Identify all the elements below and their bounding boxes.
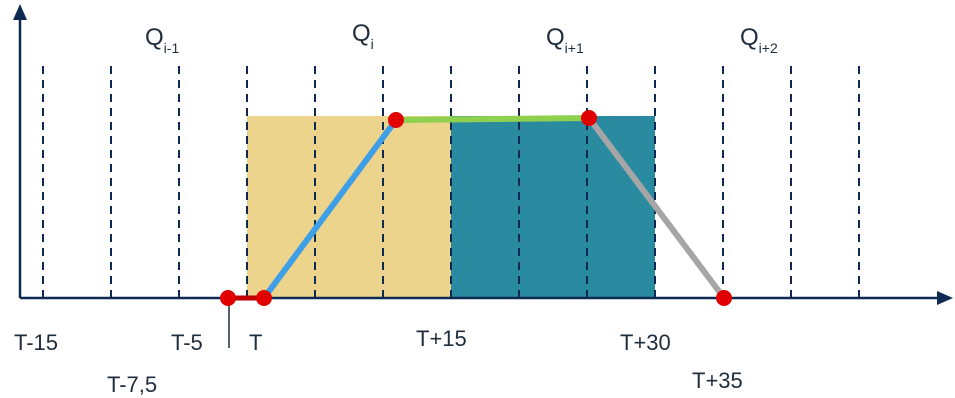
- point-t: [256, 290, 272, 306]
- quarter-label-sub: i+2: [758, 39, 778, 56]
- quarter-label-i-plus-1: Qi+1: [546, 24, 584, 56]
- quarter-label-base: Q: [546, 24, 565, 51]
- gridlines: [42, 66, 860, 298]
- quarter-label-i: Qi: [352, 20, 374, 52]
- quarter-i-plus-1-block: [451, 116, 655, 298]
- time-label-t-minus-5: T-5: [171, 330, 203, 355]
- time-label-t-minus-15: T-15: [14, 330, 59, 355]
- quarter-i-block: [247, 116, 451, 298]
- point-t-minus-7-5: [220, 290, 236, 306]
- ramp-up-segment: [261, 118, 399, 300]
- y-axis-arrow: [13, 4, 27, 20]
- time-label-t: T: [249, 330, 263, 355]
- time-label-t-plus-30: T+30: [620, 330, 671, 355]
- ramp-down-segment: [586, 116, 727, 300]
- plateau-segment: [395, 115, 590, 123]
- quarter-label-i-minus-1: Qi-1: [145, 24, 180, 56]
- quarter-label-i-plus-2: Qi+2: [740, 24, 778, 56]
- point-plateau-end: [581, 110, 597, 126]
- point-t-plus-35: [716, 290, 732, 306]
- quarter-label-sub: i-1: [163, 39, 180, 56]
- quarter-label-sub: i+1: [564, 39, 584, 56]
- quarter-label-base: Q: [740, 24, 759, 51]
- time-label-t-plus-15: T+15: [416, 326, 467, 351]
- point-plateau-start: [388, 112, 404, 128]
- time-label-t-minus-7-5: T-7,5: [107, 372, 158, 397]
- quarter-label-sub: i: [370, 35, 374, 52]
- x-axis-arrow: [937, 291, 953, 305]
- time-label-t-plus-35: T+35: [692, 368, 743, 393]
- quarter-label-base: Q: [352, 20, 371, 47]
- quarter-label-base: Q: [145, 24, 164, 51]
